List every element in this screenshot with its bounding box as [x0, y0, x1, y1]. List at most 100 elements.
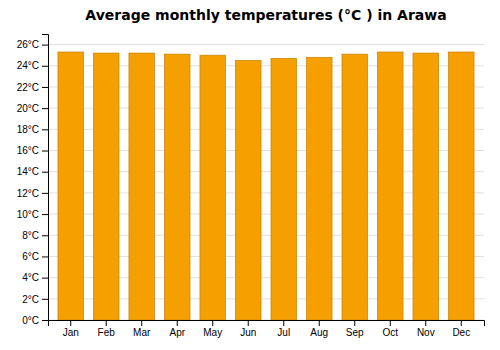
x-tick: Dec	[452, 320, 470, 338]
x-tick-mark	[248, 320, 249, 326]
y-tick-mark	[42, 320, 48, 321]
y-tick-mark	[42, 256, 48, 257]
y-tick-label: 0°C	[22, 315, 39, 326]
x-tick-label: Oct	[382, 327, 398, 338]
x-tick: Mar	[133, 320, 151, 338]
x-tick-mark	[425, 320, 426, 326]
x-tick-mark	[354, 320, 355, 326]
x-tick-label: Jul	[277, 327, 290, 338]
x-tick: Feb	[98, 320, 116, 338]
x-tick: Jul	[277, 320, 290, 338]
y-tick-mark	[42, 193, 48, 194]
y-tick-mark	[42, 108, 48, 109]
y-tick-mark	[42, 66, 48, 67]
y-tick: 16°C	[17, 145, 48, 156]
x-axis: Jan Feb Mar Apr May Jun Jul Aug Sep Oct Nov Dec	[49, 320, 485, 338]
x-tick: Jun	[240, 320, 256, 338]
x-tick-label: Sep	[346, 327, 364, 338]
x-tick-mark	[319, 320, 320, 326]
y-tick: 2°C	[22, 294, 48, 305]
y-tick: 14°C	[17, 166, 48, 177]
bar	[58, 52, 84, 320]
y-tick: 8°C	[22, 230, 48, 241]
x-tick: Apr	[169, 320, 185, 338]
x-tick: Sep	[346, 320, 364, 338]
y-tick: 12°C	[17, 188, 48, 199]
y-tick-mark	[42, 214, 48, 215]
x-tick-mark	[212, 320, 213, 326]
x-tick: Nov	[417, 320, 435, 338]
y-tick-label: 26°C	[17, 39, 39, 50]
y-tick-mark	[42, 235, 48, 236]
y-axis-line	[42, 35, 49, 321]
y-tick-label: 10°C	[17, 209, 39, 220]
y-tick-mark	[42, 87, 48, 88]
bar	[235, 60, 261, 320]
x-tick-mark	[70, 320, 71, 326]
x-tick-mark	[461, 320, 462, 326]
y-tick-label: 16°C	[17, 145, 39, 156]
x-tick: Aug	[310, 320, 328, 338]
x-tick-label: May	[203, 327, 222, 338]
x-tick-label: Jun	[240, 327, 256, 338]
bars	[58, 52, 474, 320]
x-tick: May	[203, 320, 222, 338]
y-tick-label: 20°C	[17, 103, 39, 114]
y-tick-label: 14°C	[17, 166, 39, 177]
x-tick: Jan	[63, 320, 79, 338]
x-tick-label: Apr	[169, 327, 185, 338]
x-tick-label: Mar	[133, 327, 151, 338]
x-axis-line	[49, 321, 485, 327]
x-tick-label: Nov	[417, 327, 435, 338]
y-tick-mark	[42, 129, 48, 130]
y-tick-mark	[42, 172, 48, 173]
y-tick-mark	[42, 299, 48, 300]
y-tick-label: 6°C	[22, 251, 39, 262]
y-tick-label: 4°C	[22, 272, 39, 283]
y-tick: 18°C	[17, 124, 48, 135]
y-tick-mark	[42, 45, 48, 46]
y-tick: 10°C	[17, 209, 48, 220]
x-tick-mark	[390, 320, 391, 326]
bar	[271, 58, 297, 320]
y-tick: 24°C	[17, 60, 48, 71]
x-tick-label: Aug	[310, 327, 328, 338]
plot-area: Jan Feb Mar Apr May Jun Jul Aug Sep Oct Nov Dec 0°C 2…	[17, 35, 485, 339]
y-tick-mark	[42, 278, 48, 279]
y-tick-mark	[42, 151, 48, 152]
y-tick: 20°C	[17, 103, 48, 114]
chart: Jan Feb Mar Apr May Jun Jul Aug Sep Oct Nov Dec 0°C 2…	[0, 0, 500, 350]
x-tick-mark	[106, 320, 107, 326]
x-tick-label: Dec	[452, 327, 470, 338]
y-tick: 6°C	[22, 251, 48, 262]
bar	[93, 53, 119, 320]
y-tick-label: 8°C	[22, 230, 39, 241]
x-tick-label: Jan	[63, 327, 79, 338]
y-tick-label: 2°C	[22, 294, 39, 305]
grid	[48, 45, 484, 320]
bar	[342, 54, 368, 320]
y-tick: 22°C	[17, 82, 48, 93]
y-tick-label: 24°C	[17, 60, 39, 71]
bar	[129, 53, 155, 320]
y-tick-label: 22°C	[17, 82, 39, 93]
x-tick-mark	[283, 320, 284, 326]
bar	[306, 57, 332, 320]
bar	[448, 52, 474, 320]
bar	[200, 55, 226, 320]
x-tick: Oct	[382, 320, 398, 338]
y-tick-label: 18°C	[17, 124, 39, 135]
x-tick-label: Feb	[98, 327, 116, 338]
bar	[377, 52, 403, 320]
x-tick-mark	[177, 320, 178, 326]
y-tick-label: 12°C	[17, 188, 39, 199]
y-tick: 4°C	[22, 272, 48, 283]
y-tick: 0°C	[22, 315, 48, 326]
y-tick: 26°C	[17, 39, 48, 50]
x-tick-mark	[141, 320, 142, 326]
grid-line	[48, 44, 484, 45]
title: Average monthly temperatures (°C ) in Ar…	[85, 7, 446, 23]
bar	[413, 53, 439, 320]
bar	[164, 54, 190, 320]
y-axis: 0°C 2°C 4°C 6°C 8°C 10°C 12°C 14°C 16°C 18°C 20°C 2…	[17, 35, 49, 326]
